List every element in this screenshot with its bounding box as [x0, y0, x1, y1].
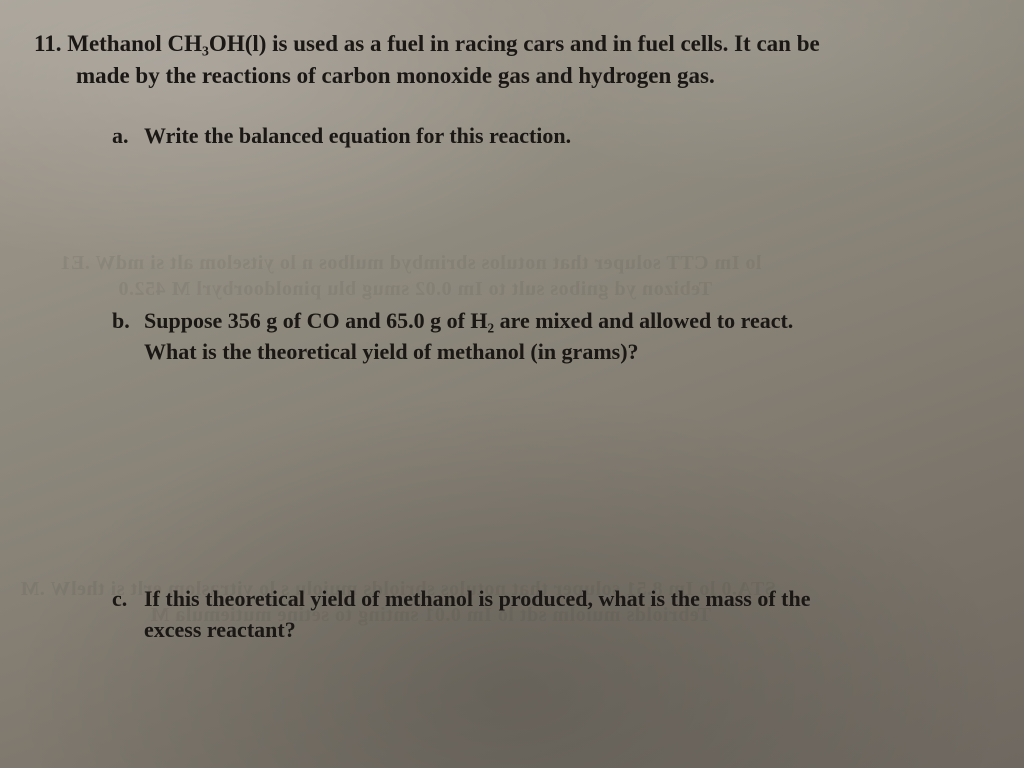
problem-number: 11.: [34, 28, 61, 60]
part-b-line-2: What is the theoretical yield of methano…: [112, 337, 996, 368]
part-b-letter: b.: [112, 306, 144, 337]
part-c-line-2: excess reactant?: [112, 615, 996, 646]
stem-line-1: Methanol CH₃OH(l) is used as a fuel in r…: [67, 31, 820, 56]
stem-line-2: made by the reactions of carbon monoxide…: [34, 60, 996, 92]
problem-stem: 11. Methanol CH₃OH(l) is used as a fuel …: [34, 28, 996, 91]
part-c-letter: c.: [112, 584, 144, 615]
part-b: b.Suppose 356 g of CO and 65.0 g of H₂ a…: [112, 306, 996, 368]
part-c-line-1: If this theoretical yield of methanol is…: [144, 586, 811, 611]
part-a-letter: a.: [112, 121, 144, 152]
part-a: a.Write the balanced equation for this r…: [112, 121, 996, 152]
part-a-text: Write the balanced equation for this rea…: [144, 123, 571, 148]
part-c: c.If this theoretical yield of methanol …: [112, 584, 996, 646]
worksheet-page: 11. Methanol CH₃OH(l) is used as a fuel …: [0, 0, 1024, 665]
part-b-line-1: Suppose 356 g of CO and 65.0 g of H₂ are…: [144, 308, 793, 333]
